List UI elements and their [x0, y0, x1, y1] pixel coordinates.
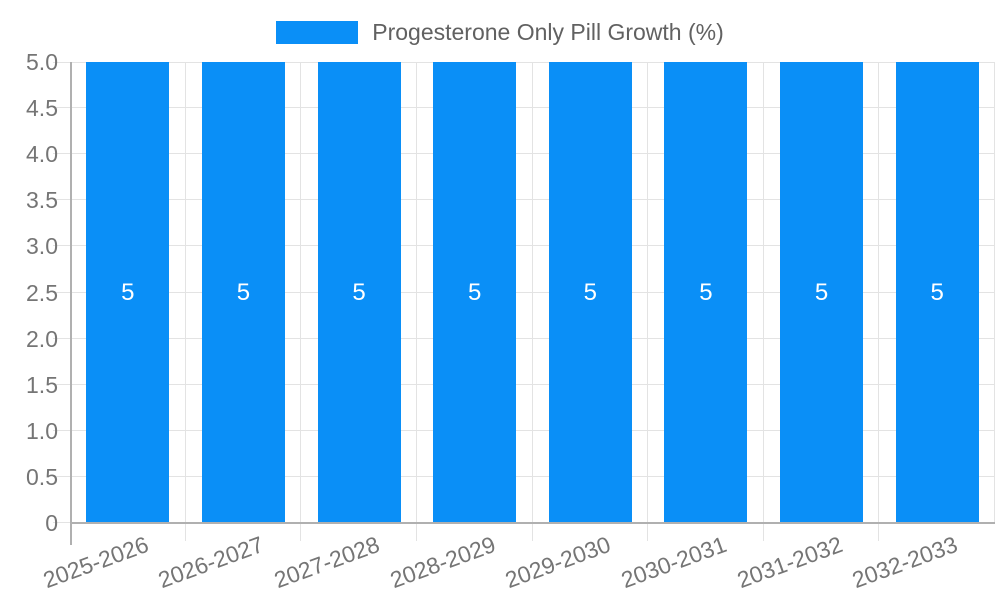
- gridline: [53, 245, 995, 247]
- gridline: [416, 62, 417, 523]
- gridline: [53, 522, 70, 523]
- bar-value-label: 5: [121, 278, 135, 306]
- bar-value-label: 5: [814, 278, 829, 306]
- bar-value-label: 5: [699, 278, 713, 306]
- bar-value-label: 5: [468, 278, 482, 306]
- y-tick-label: 0.5: [26, 463, 58, 490]
- bar: [548, 62, 632, 523]
- y-tick-label: 3.0: [26, 233, 58, 260]
- y-tick-label: 2.5: [26, 279, 58, 306]
- legend: Progesterone Only Pill Growth (%): [0, 18, 1000, 46]
- x-tick-label: 2025-2026: [39, 531, 152, 594]
- y-tick-label: 1.0: [26, 417, 58, 444]
- x-tick-label: 2027-2028: [270, 531, 383, 594]
- bar: [317, 62, 401, 523]
- x-tick-label: 2029-2030: [501, 531, 615, 594]
- y-tick-label: 1.5: [26, 371, 58, 398]
- gridline: [185, 62, 186, 523]
- gridline: [994, 62, 995, 523]
- bar: [780, 62, 864, 523]
- x-tick-label: 2030-2031: [617, 531, 730, 594]
- bar: [433, 62, 517, 523]
- gridline: [53, 429, 995, 431]
- axis-tick: [416, 523, 417, 541]
- bar-value-label: 5: [352, 278, 366, 306]
- axis-tick: [878, 523, 879, 541]
- y-tick-label: 4.0: [26, 141, 58, 168]
- y-axis-line: [70, 62, 72, 545]
- y-tick-label: 5.0: [26, 49, 58, 75]
- bar: [201, 62, 285, 523]
- axis-tick: [763, 523, 764, 541]
- gridline: [532, 62, 533, 523]
- gridline: [647, 62, 648, 523]
- gridline: [53, 291, 995, 293]
- gridline: [53, 62, 995, 63]
- y-tick-label: 0: [45, 510, 58, 536]
- gridline: [53, 107, 995, 109]
- gridline: [300, 62, 301, 523]
- axis-tick: [185, 523, 186, 541]
- bar: [895, 62, 979, 523]
- gridline: [878, 62, 879, 523]
- gridline: [53, 475, 995, 477]
- legend-label: Progesterone Only Pill Growth (%): [372, 19, 724, 45]
- axis-tick: [532, 523, 533, 541]
- gridline: [53, 383, 995, 385]
- x-axis-line: [70, 522, 995, 524]
- y-tick-label: 2.0: [26, 325, 58, 352]
- y-tick-label: 4.5: [26, 95, 58, 122]
- x-tick-label: 2032-2033: [848, 531, 962, 594]
- gridline: [53, 337, 995, 339]
- x-tick-label: 2031-2032: [733, 531, 846, 594]
- gridline: [53, 199, 995, 201]
- legend-swatch: [276, 20, 359, 44]
- axis-tick: [647, 523, 648, 541]
- bar-value-label: 5: [236, 278, 251, 306]
- x-tick-label: 2026-2027: [155, 531, 268, 594]
- plot-area: 5 2025-2026 5 2026-2027 5 2027-2028 5 2028-2029…: [39, 62, 995, 593]
- axis-tick: [300, 523, 301, 541]
- gridline: [763, 62, 764, 523]
- bar-value-label: 5: [930, 278, 944, 306]
- gridline: [53, 153, 995, 155]
- x-tick-label: 2028-2029: [386, 531, 499, 594]
- bar: [86, 62, 170, 523]
- bar-value-label: 5: [583, 278, 597, 306]
- y-tick-label: 3.5: [26, 187, 58, 214]
- bar: [664, 62, 748, 523]
